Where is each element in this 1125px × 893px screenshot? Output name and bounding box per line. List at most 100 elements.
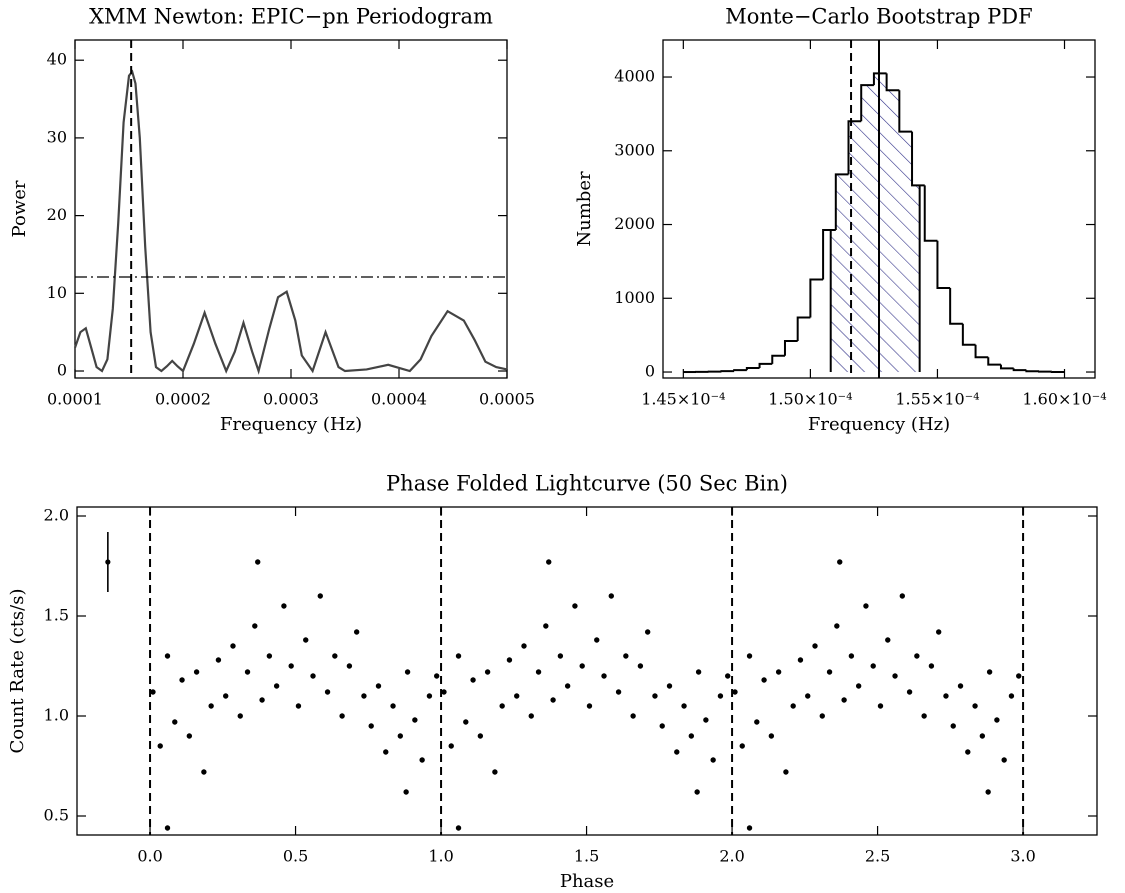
data-point xyxy=(215,657,222,663)
data-point xyxy=(870,663,876,669)
data-point xyxy=(368,723,374,729)
hatch-fill xyxy=(899,131,913,373)
x-tick-label: 1.55×10⁻⁴ xyxy=(895,390,979,409)
x-tick-label: 0.0002 xyxy=(155,390,211,409)
hatch-fill xyxy=(912,185,920,373)
data-point xyxy=(281,603,287,609)
data-point xyxy=(594,637,600,643)
data-point xyxy=(397,733,404,739)
data-point xyxy=(455,825,462,831)
data-point xyxy=(484,669,491,675)
data-point xyxy=(601,673,607,679)
data-point xyxy=(324,689,331,695)
histogram-step xyxy=(771,354,785,364)
histogram-step xyxy=(758,362,773,368)
data-point xyxy=(317,593,323,599)
data-point xyxy=(659,723,665,729)
power-curve xyxy=(73,69,508,375)
histogram-step xyxy=(733,369,747,372)
data-point xyxy=(564,683,571,689)
data-point xyxy=(739,743,745,749)
y-tick-label: 0.5 xyxy=(44,806,69,825)
histogram-step xyxy=(796,316,811,342)
data-point xyxy=(972,703,978,709)
plot-frame xyxy=(74,39,508,379)
data-point xyxy=(885,637,891,643)
y-axis-label: Power xyxy=(9,180,30,237)
x-tick-label: 0.0005 xyxy=(479,390,535,409)
panel: Monte−Carlo Bootstrap PDF Frequency (Hz) N… xyxy=(574,5,1107,436)
data-point xyxy=(288,663,294,669)
data-point xyxy=(986,669,993,675)
data-point xyxy=(834,623,840,629)
y-tick-label: 0 xyxy=(645,362,655,381)
data-point xyxy=(164,653,171,659)
x-tick-label: 1.50×10⁻⁴ xyxy=(768,390,852,409)
data-point xyxy=(985,789,991,795)
data-point xyxy=(812,643,818,649)
data-point xyxy=(535,669,542,675)
x-tick-label: 2.5 xyxy=(865,847,890,866)
histogram-step xyxy=(961,323,976,346)
hatch-fill xyxy=(835,174,849,373)
y-axis-label: Count Rate (cts/s) xyxy=(7,589,28,754)
data-point xyxy=(666,683,673,689)
y-tick-label: 2.0 xyxy=(44,506,69,525)
data-point xyxy=(848,653,855,659)
data-point xyxy=(761,677,767,683)
hatch-fill xyxy=(873,73,887,373)
data-point xyxy=(754,719,760,725)
data-point xyxy=(906,689,913,695)
histogram-step xyxy=(847,120,862,175)
data-point xyxy=(630,713,636,719)
data-point xyxy=(703,717,709,723)
y-tick-label: 20 xyxy=(47,205,67,224)
data-point xyxy=(623,653,629,659)
x-tick-label: 0.0 xyxy=(137,847,162,866)
data-point xyxy=(579,663,585,669)
panel: Phase Folded Lightcurve (50 Sec Bin) Phas… xyxy=(7,472,1098,892)
data-point xyxy=(1008,693,1015,699)
hatch-fill xyxy=(861,85,874,373)
data-point xyxy=(921,713,927,719)
y-tick-label: 1000 xyxy=(614,288,655,307)
x-axis-label: Phase xyxy=(560,871,614,892)
histogram-step xyxy=(885,73,900,92)
x-tick-label: 1.0 xyxy=(428,847,453,866)
data-point xyxy=(201,769,207,775)
data-point xyxy=(819,713,825,719)
y-tick-label: 2000 xyxy=(614,214,655,233)
data-point xyxy=(615,689,622,695)
data-point xyxy=(892,673,898,679)
data-point xyxy=(404,669,411,675)
x-axis-label: Frequency (Hz) xyxy=(808,414,950,435)
data-point xyxy=(255,559,261,565)
data-point xyxy=(403,789,409,795)
data-point xyxy=(172,719,178,725)
data-point xyxy=(230,643,236,649)
data-point xyxy=(746,825,753,831)
data-point xyxy=(652,693,658,699)
data-point xyxy=(186,733,193,739)
data-point xyxy=(448,743,454,749)
data-point xyxy=(1001,757,1007,763)
data-point xyxy=(426,693,433,699)
x-axis-label: Frequency (Hz) xyxy=(220,414,362,435)
x-tick-label: 0.0003 xyxy=(263,390,319,409)
histogram-step xyxy=(911,131,925,187)
histogram-step xyxy=(1012,368,1027,372)
data-point xyxy=(244,669,251,675)
data-point xyxy=(644,629,651,635)
data-point xyxy=(441,689,447,695)
data-point xyxy=(252,623,258,629)
data-point xyxy=(695,669,702,675)
data-point xyxy=(339,713,345,719)
x-tick-label: 3.0 xyxy=(1010,847,1035,866)
histogram-step xyxy=(936,240,951,289)
data-point xyxy=(295,703,302,709)
data-point xyxy=(361,693,367,699)
data-point xyxy=(346,663,353,669)
data-point xyxy=(492,769,498,775)
data-point xyxy=(965,749,971,755)
plot-frame xyxy=(76,506,1098,836)
